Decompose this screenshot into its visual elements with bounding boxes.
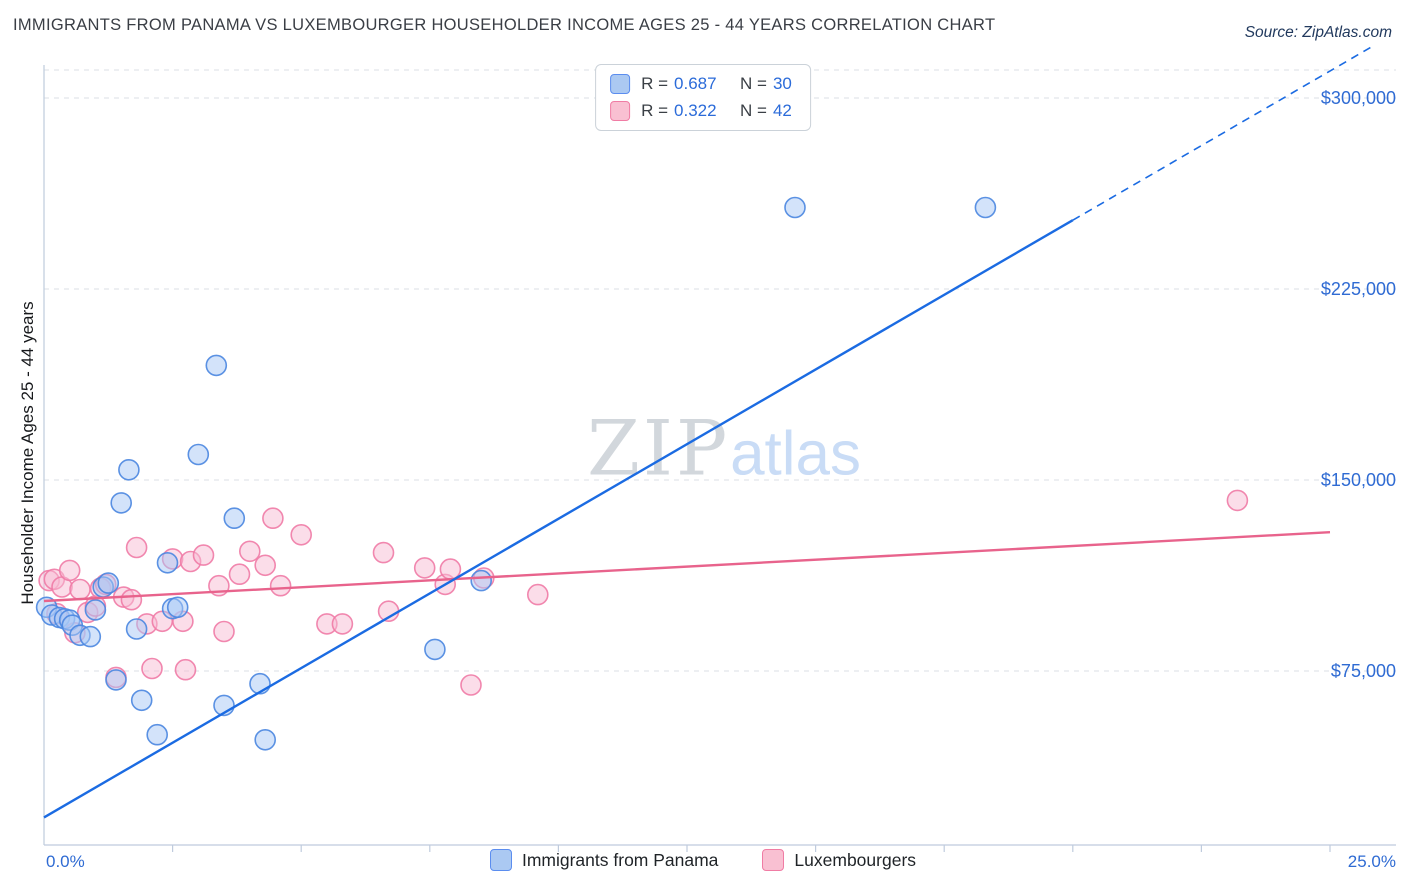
n-label: N = [740, 74, 767, 93]
scatter-point-luxembourgers [141, 657, 163, 680]
panama-swatch [610, 74, 631, 94]
scatter-point-immigrants-from-panama [974, 196, 997, 219]
legend-item-luxembourger: Luxembourgers [762, 849, 916, 871]
scatter-point-luxembourgers [125, 536, 148, 559]
scatter-point-luxembourgers [69, 578, 91, 601]
r-value: 0.322 [674, 101, 717, 120]
scatter-point-immigrants-from-panama [146, 723, 168, 746]
scatter-point-immigrants-from-panama [156, 551, 179, 574]
scatter-point-luxembourgers [254, 554, 277, 577]
scatter-point-luxembourgers [460, 674, 482, 696]
watermark-atlas: atlas [730, 419, 862, 489]
scatter-point-immigrants-from-panama [784, 196, 806, 219]
scatter-point-luxembourgers [120, 588, 143, 611]
scatter-point-luxembourgers [58, 559, 81, 582]
scatter-point-immigrants-from-panama [125, 618, 148, 640]
watermark: ZIPatlas [587, 404, 861, 493]
series-legend: Immigrants from Panama Luxembourgers [0, 849, 1406, 871]
scatter-point-luxembourgers [213, 620, 235, 643]
scatter-point-luxembourgers [239, 540, 261, 563]
scatter-point-immigrants-from-panama [118, 458, 140, 481]
scatter-point-immigrants-from-panama [223, 507, 246, 530]
n-label: N = [740, 101, 767, 120]
stats-row-luxembourger: R = 0.322 N = 42 [610, 101, 792, 121]
scatter-point-immigrants-from-panama [424, 638, 446, 661]
scatter-point-immigrants-from-panama [187, 443, 210, 466]
legend-label-panama: Immigrants from Panama [521, 849, 719, 870]
stats-row-panama: R = 0.687 N = 30 [610, 74, 792, 94]
source-attribution: Source: ZipAtlas.com [1244, 24, 1392, 41]
scatter-point-luxembourgers [413, 557, 436, 579]
watermark-zip: ZIP [587, 403, 731, 493]
y-tick-label: $150,000 [1320, 470, 1396, 490]
trend-line-extension-immigrants-from-panama [1072, 46, 1372, 221]
r-value: 0.687 [674, 74, 717, 93]
scatter-point-luxembourgers [228, 563, 251, 586]
scatter-point-luxembourgers [1226, 489, 1249, 512]
scatter-point-immigrants-from-panama [97, 572, 120, 594]
scatter-point-immigrants-from-panama [205, 354, 228, 377]
panama-swatch [489, 849, 512, 871]
chart-title: IMMIGRANTS FROM PANAMA VS LUXEMBOURGER H… [13, 16, 996, 34]
luxembourger-swatch [610, 101, 631, 121]
scatter-point-immigrants-from-panama [110, 492, 132, 514]
scatter-point-immigrants-from-panama [130, 689, 153, 712]
scatter-point-luxembourgers [262, 507, 284, 530]
scatter-point-luxembourgers [269, 574, 292, 597]
scatter-point-immigrants-from-panama [79, 625, 102, 648]
scatter-point-luxembourgers [372, 541, 395, 564]
scatter-point-immigrants-from-panama [470, 569, 493, 592]
y-tick-label: $300,000 [1320, 88, 1396, 108]
legend-item-panama: Immigrants from Panama [489, 849, 719, 871]
x-axis-min-label: 0.0% [46, 852, 85, 871]
luxembourger-swatch [762, 849, 785, 871]
trend-line-luxembourgers [43, 531, 1331, 603]
legend-label-luxembourger: Luxembourgers [794, 849, 917, 870]
x-axis-max-label: 25.0% [1347, 852, 1396, 871]
trend-line-immigrants-from-panama [43, 219, 1074, 819]
y-tick-label: $225,000 [1320, 279, 1396, 299]
scatter-point-luxembourgers [174, 658, 197, 681]
scatter-point-immigrants-from-panama [84, 599, 107, 621]
scatter-point-luxembourgers [526, 583, 549, 606]
y-tick-label: $75,000 [1330, 661, 1396, 681]
n-value: 42 [772, 101, 792, 120]
y-axis-label: Householder Income Ages 25 - 44 years [18, 301, 37, 605]
scatter-point-immigrants-from-panama [105, 669, 127, 691]
r-label: R = [641, 74, 669, 93]
scatter-point-immigrants-from-panama [166, 596, 189, 619]
scatter-point-luxembourgers [331, 613, 354, 635]
scatter-point-luxembourgers [192, 544, 215, 566]
scatter-point-luxembourgers [290, 523, 313, 546]
correlation-stats-legend: R = 0.687 N = 30 R = 0.322 N = 42 [595, 64, 811, 131]
r-label: R = [641, 101, 669, 120]
scatter-point-immigrants-from-panama [254, 728, 277, 751]
n-value: 30 [772, 74, 792, 93]
